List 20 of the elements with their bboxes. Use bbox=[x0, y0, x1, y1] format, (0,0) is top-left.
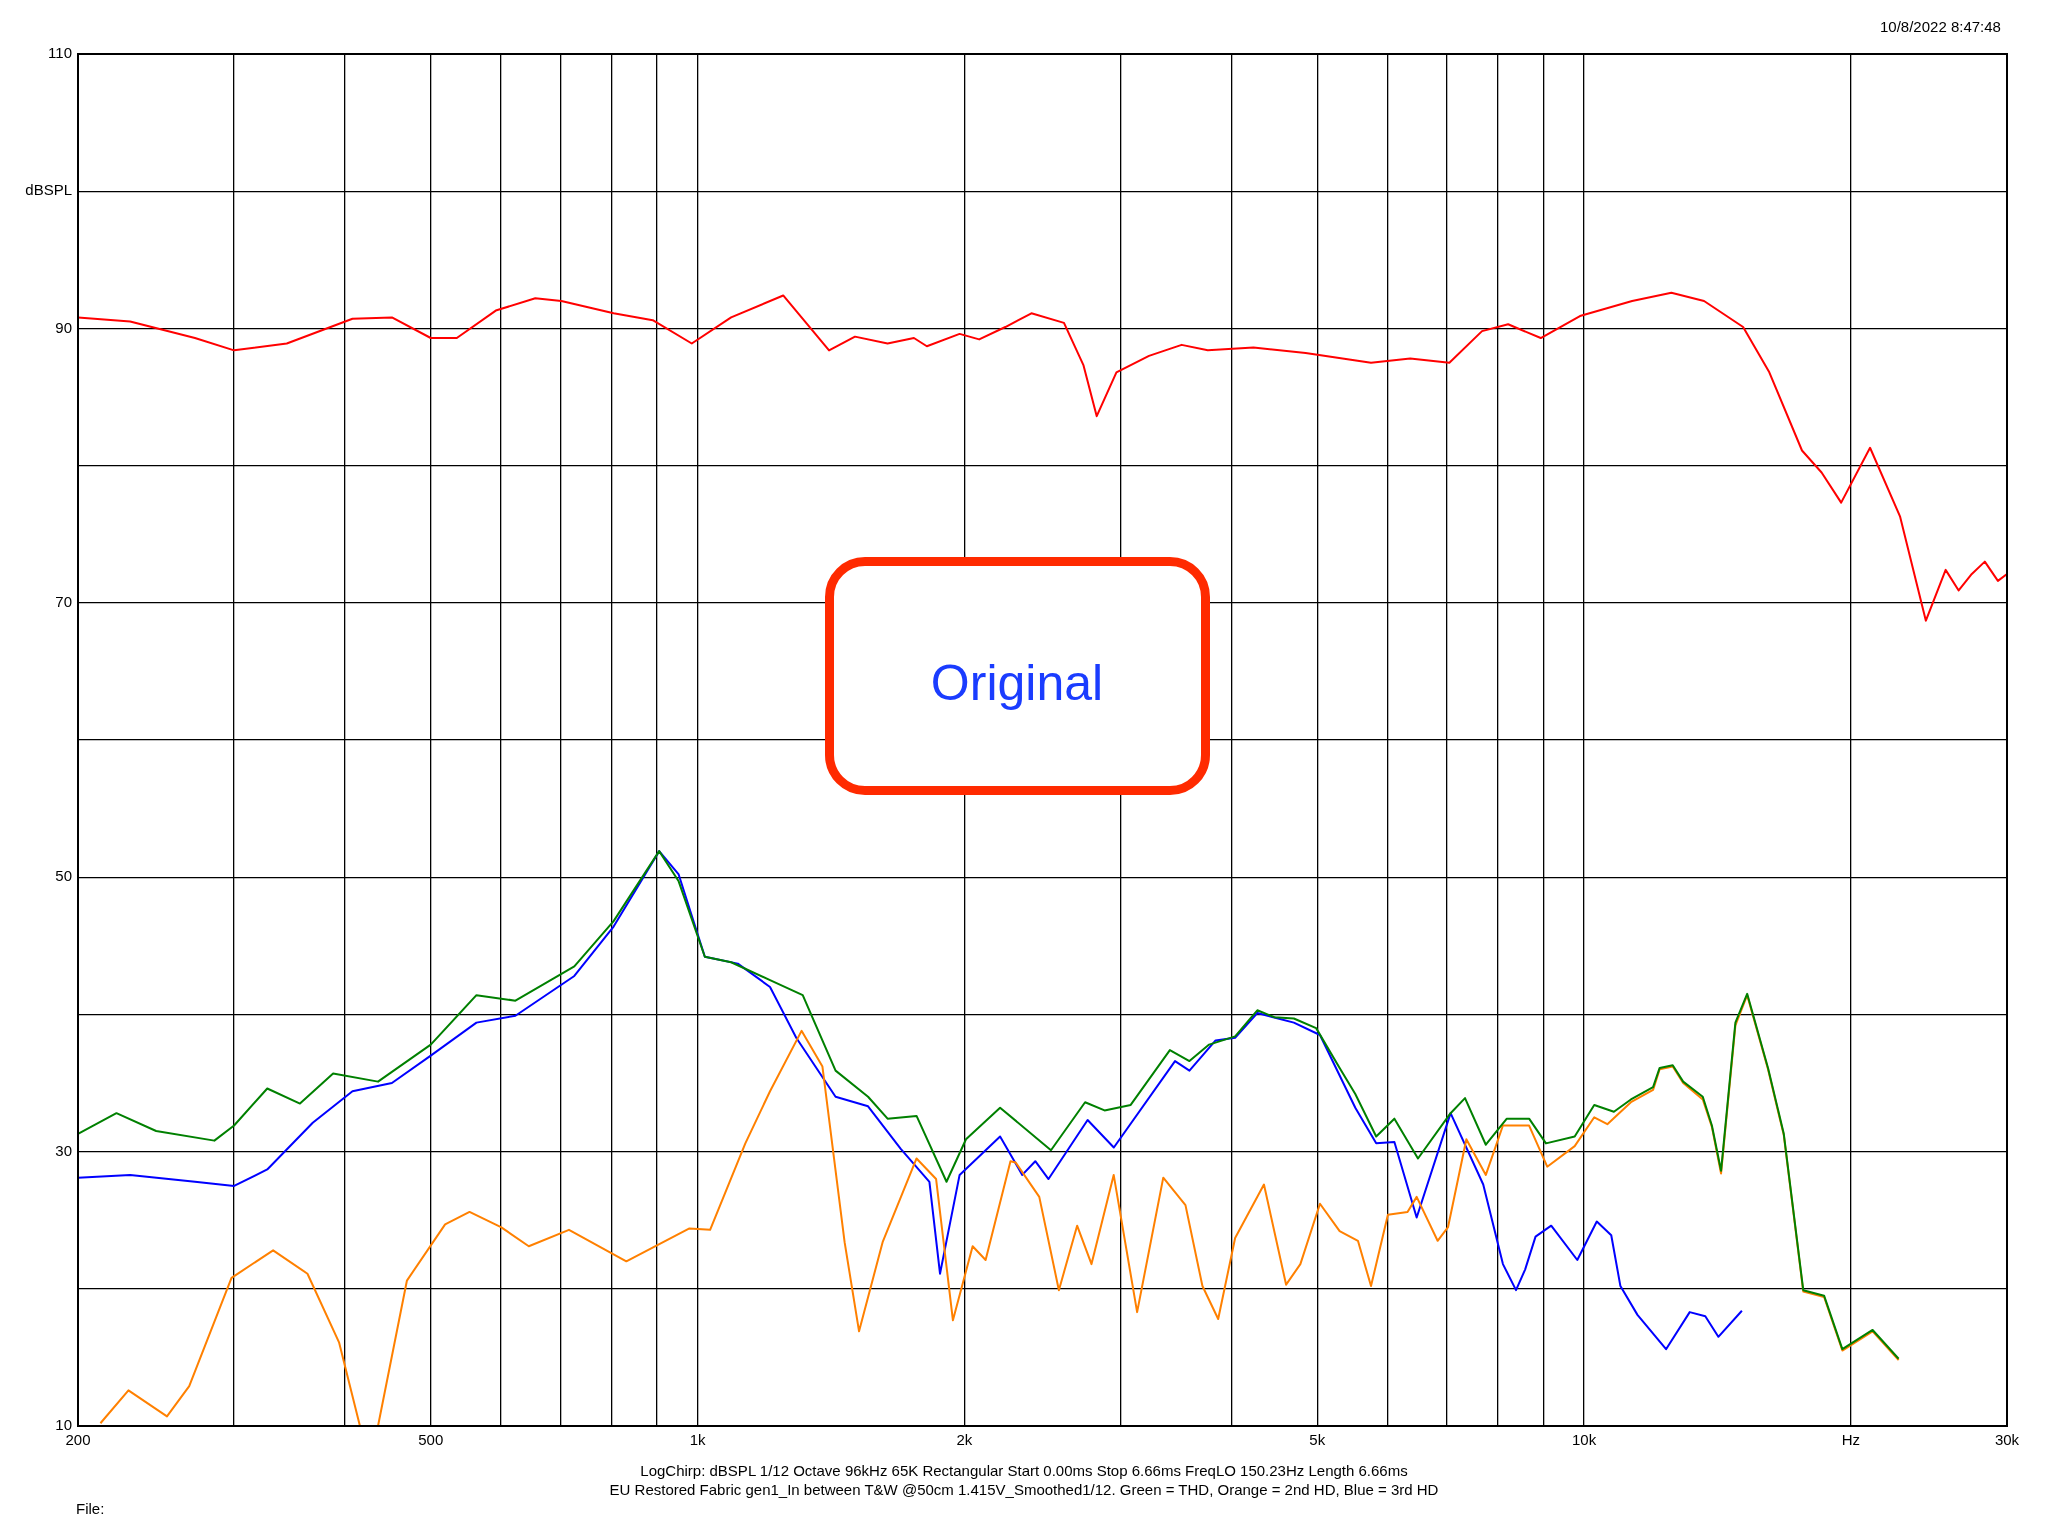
text: EU Restored Fabric gen1_In between T&W @50cm 1.415V_Smoothed1/12. Green = THD, Orange = 2nd HD, Blue = 3rd HD bbox=[609, 1481, 1439, 1498]
y-tick-label: 10 bbox=[55, 1416, 72, 1434]
x-tick-label: 200 bbox=[65, 1431, 91, 1449]
x-tick-label: 2k bbox=[956, 1431, 973, 1449]
y-tick-label: dBSPL bbox=[25, 181, 72, 199]
x-tick-label: 10k bbox=[1571, 1431, 1597, 1449]
x-tick-label: 30k bbox=[1994, 1431, 2020, 1449]
text: File: bbox=[76, 1500, 105, 1517]
y-tick-label: 50 bbox=[55, 867, 72, 885]
x-tick-label: 500 bbox=[418, 1431, 444, 1449]
annotation: Original bbox=[930, 654, 1104, 712]
x-tick-label: 1k bbox=[689, 1431, 707, 1449]
text: 10/8/2022 8:47:48 bbox=[1880, 18, 2001, 35]
text: LogChirp: dBSPL 1/12 Octave 96kHz 65K Rectangular Start 0.00ms Stop 6.66ms FreqLO 150.23Hz Length 6.66ms bbox=[640, 1462, 1408, 1479]
y-tick-label: 70 bbox=[55, 592, 72, 610]
y-tick-label: 30 bbox=[55, 1141, 72, 1159]
y-tick-label: 110 bbox=[48, 44, 72, 62]
x-tick-label: 5k bbox=[1309, 1431, 1326, 1449]
y-tick-label: 90 bbox=[55, 318, 72, 336]
x-tick-label: Hz bbox=[1841, 1431, 1861, 1449]
